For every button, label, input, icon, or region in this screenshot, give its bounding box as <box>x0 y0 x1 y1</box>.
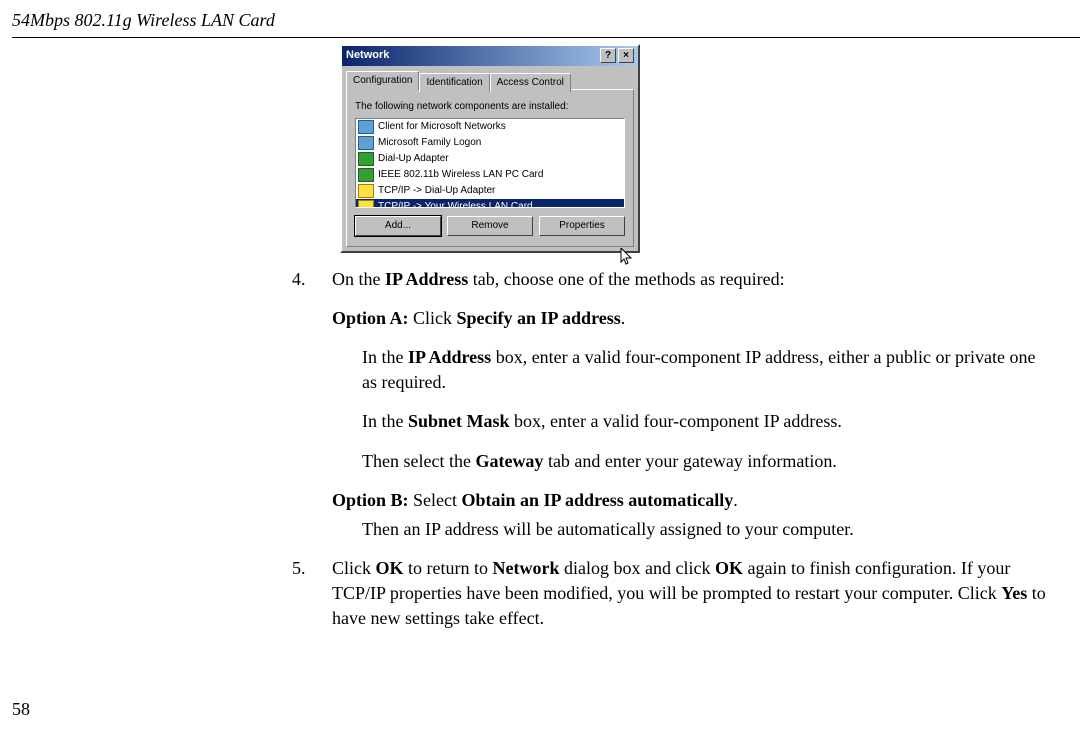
step-4: 4. On the IP Address tab, choose one of … <box>292 267 1052 292</box>
bold: Specify an IP address <box>457 308 621 328</box>
add-button[interactable]: Add... <box>355 216 441 236</box>
bold: Network <box>493 558 560 578</box>
header-rule <box>12 37 1080 38</box>
step-number: 5. <box>292 556 332 632</box>
help-button[interactable]: ? <box>600 48 616 63</box>
paragraph: Then an IP address will be automatically… <box>362 517 1052 542</box>
text: to return to <box>404 558 493 578</box>
list-item[interactable]: Microsoft Family Logon <box>356 135 624 151</box>
option-b-heading: Option B: Select Obtain an IP address au… <box>332 488 1052 513</box>
list-item-label: IEEE 802.11b Wireless LAN PC Card <box>378 168 543 182</box>
text: On the <box>332 269 385 289</box>
adapter-icon <box>358 168 374 182</box>
text: In the <box>362 411 408 431</box>
steps-list: 4. On the IP Address tab, choose one of … <box>292 267 1052 632</box>
bold: Option B: <box>332 490 409 510</box>
list-item-label: TCP/IP -> Your Wireless LAN Card <box>378 200 533 208</box>
step-body: Click OK to return to Network dialog box… <box>332 556 1052 632</box>
paragraph: In the IP Address box, enter a valid fou… <box>362 345 1052 395</box>
dialog-titlebar: Network ? × <box>342 46 638 65</box>
bold: Yes <box>1001 583 1027 603</box>
client-icon <box>358 136 374 150</box>
bold: Gateway <box>475 451 543 471</box>
paragraph: Then select the Gateway tab and enter yo… <box>362 449 1052 474</box>
option-a-heading: Option A: Click Specify an IP address. <box>332 306 1052 331</box>
tab-identification[interactable]: Identification <box>419 73 489 92</box>
cursor-icon <box>620 248 634 266</box>
step-5: 5. Click OK to return to Network dialog … <box>292 556 1052 632</box>
bold: IP Address <box>408 347 491 367</box>
bold: OK <box>715 558 743 578</box>
list-item-label: Client for Microsoft Networks <box>378 120 506 134</box>
network-dialog: Network ? × Configuration Identification… <box>340 44 640 252</box>
page-header: 54Mbps 802.11g Wireless LAN Card <box>0 0 1092 35</box>
page-number: 58 <box>12 697 30 722</box>
tab-strip: Configuration Identification Access Cont… <box>342 66 638 89</box>
remove-button[interactable]: Remove <box>447 216 533 236</box>
text: box, enter a valid four-component IP add… <box>510 411 842 431</box>
option-b-body: Then an IP address will be automatically… <box>362 517 1052 542</box>
text: . <box>733 490 738 510</box>
close-button[interactable]: × <box>618 48 634 63</box>
text: tab, choose one of the methods as requir… <box>468 269 784 289</box>
list-item[interactable]: Client for Microsoft Networks <box>356 119 624 135</box>
content-column: Network ? × Configuration Identification… <box>292 44 1052 631</box>
list-item-selected[interactable]: TCP/IP -> Your Wireless LAN Card <box>356 199 624 208</box>
text: Select <box>409 490 462 510</box>
list-item[interactable]: TCP/IP -> Dial-Up Adapter <box>356 183 624 199</box>
components-label: The following network components are ins… <box>355 100 625 114</box>
list-item-label: Microsoft Family Logon <box>378 136 481 150</box>
bold: Obtain an IP address automatically <box>462 490 734 510</box>
text: Click <box>332 558 376 578</box>
bold: OK <box>376 558 404 578</box>
step-number: 4. <box>292 267 332 292</box>
dialog-title: Network <box>346 48 389 63</box>
text: . <box>621 308 626 328</box>
tab-access-control[interactable]: Access Control <box>490 73 571 92</box>
properties-button[interactable]: Properties <box>539 216 625 236</box>
configuration-panel: The following network components are ins… <box>346 89 634 247</box>
text: Then select the <box>362 451 475 471</box>
bold: IP Address <box>385 269 468 289</box>
list-item[interactable]: Dial-Up Adapter <box>356 151 624 167</box>
list-item-label: Dial-Up Adapter <box>378 152 449 166</box>
paragraph: In the Subnet Mask box, enter a valid fo… <box>362 409 1052 434</box>
components-listbox[interactable]: Client for Microsoft Networks Microsoft … <box>355 118 625 208</box>
titlebar-buttons: ? × <box>600 48 634 63</box>
option-a-body: In the IP Address box, enter a valid fou… <box>362 345 1052 474</box>
text: dialog box and click <box>559 558 714 578</box>
button-row: Add... Remove Properties <box>355 216 625 236</box>
tab-configuration[interactable]: Configuration <box>346 71 419 90</box>
bold: Subnet Mask <box>408 411 510 431</box>
text: In the <box>362 347 408 367</box>
list-item-label: TCP/IP -> Dial-Up Adapter <box>378 184 495 198</box>
protocol-icon <box>358 200 374 208</box>
protocol-icon <box>358 184 374 198</box>
text: tab and enter your gateway information. <box>543 451 836 471</box>
bold: Option A: <box>332 308 409 328</box>
adapter-icon <box>358 152 374 166</box>
text: Click <box>409 308 457 328</box>
step-body: On the IP Address tab, choose one of the… <box>332 267 1052 292</box>
list-item[interactable]: IEEE 802.11b Wireless LAN PC Card <box>356 167 624 183</box>
client-icon <box>358 120 374 134</box>
